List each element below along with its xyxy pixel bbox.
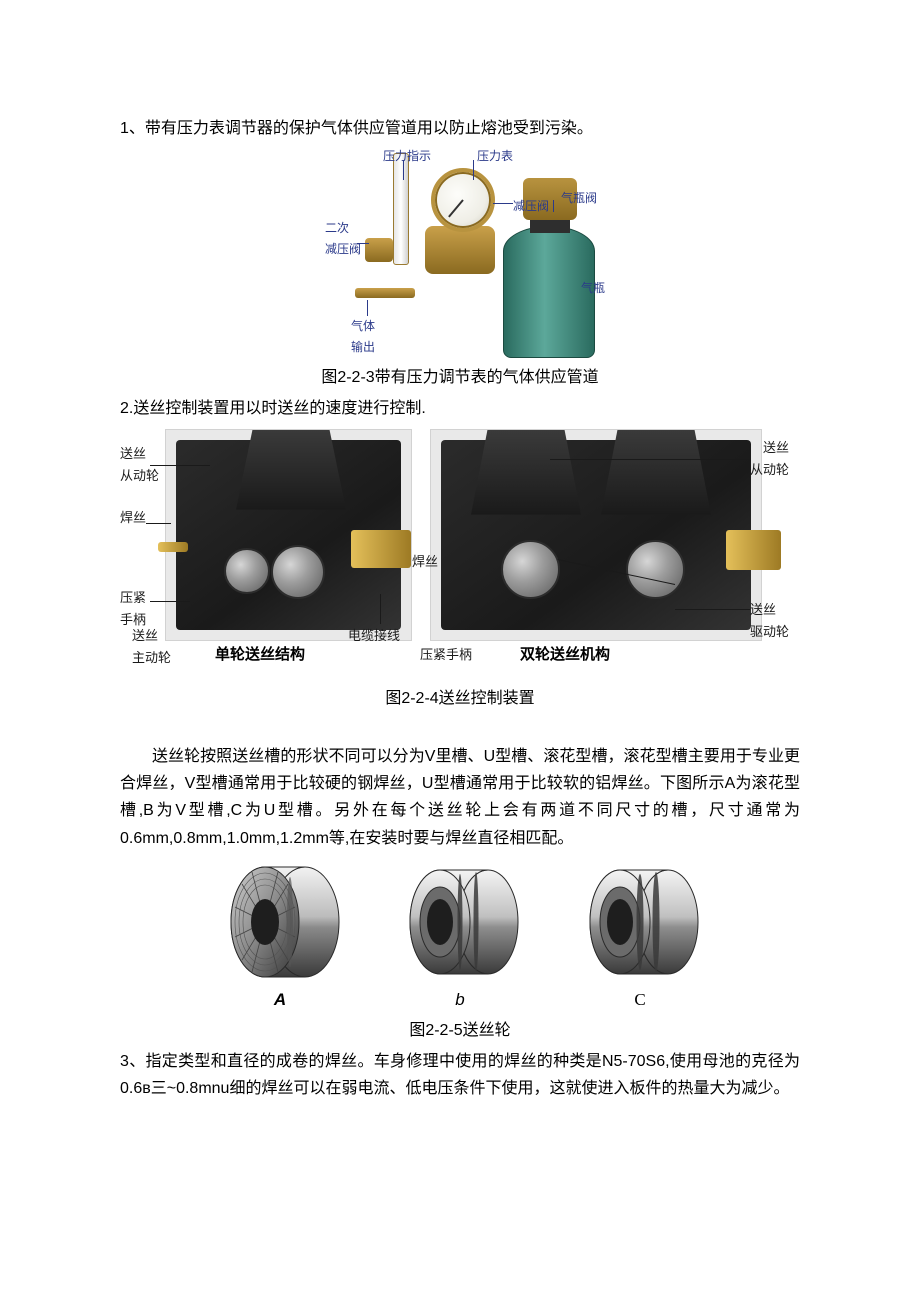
roller-c: C <box>570 862 710 1015</box>
label-pressure-gauge: 压力表 <box>477 146 513 166</box>
label-driven-wheel-right: 送丝 从动轮 <box>750 437 789 481</box>
label-gas-output: 气体 输出 <box>351 316 375 357</box>
label-drive-wheel-left: 送丝 主动轮 <box>132 625 171 669</box>
lead-line <box>680 459 750 460</box>
label-cable: 电缆接线 <box>348 625 400 647</box>
roller-b-label: b <box>390 986 530 1015</box>
lead-line <box>493 203 513 204</box>
label-cylinder-valve: 气瓶阀 <box>561 188 597 208</box>
lead-line <box>150 465 210 466</box>
lead-line <box>367 300 368 316</box>
lead-line <box>553 200 554 212</box>
roller-a-icon <box>210 862 350 982</box>
paragraph-3: 送丝轮按照送丝槽的形状不同可以分为V里槽、U型槽、滚花型槽，滚花型槽主要用于专业… <box>120 743 800 852</box>
paragraph-4: 3、指定类型和直径的成卷的焊丝。车身修理中使用的焊丝的种类是N5-70S6,使用… <box>120 1048 800 1102</box>
lead-line <box>146 523 171 524</box>
label-reducing-valve: 减压阀 <box>513 196 549 216</box>
single-wheel-feeder <box>165 429 412 641</box>
pressure-gauge-part <box>431 168 495 232</box>
gas-regulator-illustration: 压力指示 压力表 减压阀 气瓶阀 二次 减压阀 气瓶 气体 输出 <box>305 148 615 358</box>
lead-line <box>675 609 750 610</box>
lead-line <box>357 243 369 244</box>
lead-line <box>403 160 404 180</box>
wire-inlet <box>158 542 188 552</box>
press-lever-1 <box>471 430 581 515</box>
roller-2 <box>626 540 685 599</box>
wire-feeder-illustration: 送丝 从动轮 焊丝 压紧 手柄 送丝 主动轮 电缆接线 送丝 从动轮 焊丝 送丝… <box>120 429 800 679</box>
figure-2-2-5-caption: 图2-2-5送丝轮 <box>120 1017 800 1044</box>
flow-tube <box>393 153 409 265</box>
label-press-handle-right: 压紧手柄 <box>420 644 472 666</box>
press-lever-2 <box>601 430 711 515</box>
lead-line <box>473 160 474 180</box>
brass-guide <box>351 530 411 568</box>
label-wire-left: 焊丝 <box>120 507 146 529</box>
label-pressure-indicator: 压力指示 <box>383 146 431 166</box>
lead-line <box>380 594 381 624</box>
press-lever <box>236 430 346 510</box>
roller-c-icon <box>570 862 710 982</box>
motor-hub <box>224 548 270 594</box>
paragraph-1: 1、带有压力表调节器的保护气体供应管道用以防止熔池受到污染。 <box>120 115 800 142</box>
figure-2-2-3-caption: 图2-2-3带有压力调节表的气体供应管道 <box>120 364 800 391</box>
regulator-body <box>425 226 495 274</box>
roller-a: A <box>210 862 350 1015</box>
sub-caption-single: 单轮送丝结构 <box>215 643 305 669</box>
figure-2-2-3: 压力指示 压力表 减压阀 气瓶阀 二次 减压阀 气瓶 气体 输出 <box>120 148 800 358</box>
figure-2-2-5: A b <box>120 862 800 1015</box>
label-drive-wheel-right: 送丝 驱动轮 <box>750 599 789 643</box>
roller-1 <box>501 540 560 599</box>
roller-c-label: C <box>570 986 710 1015</box>
document-page: 1、带有压力表调节器的保护气体供应管道用以防止熔池受到污染。 压力指示 压力表 … <box>0 0 920 1166</box>
lead-line <box>150 601 190 602</box>
sub-caption-dual: 双轮送丝机构 <box>520 643 610 669</box>
paragraph-2: 2.送丝控制装置用以时送丝的速度进行控制. <box>120 395 800 422</box>
roller-a-label: A <box>210 986 350 1015</box>
label-cylinder: 气瓶 <box>581 278 605 298</box>
label-secondary-valve: 二次 减压阀 <box>325 218 361 259</box>
roller-b: b <box>390 862 530 1015</box>
figure-2-2-4: 送丝 从动轮 焊丝 压紧 手柄 送丝 主动轮 电缆接线 送丝 从动轮 焊丝 送丝… <box>120 429 800 679</box>
label-wire-right: 焊丝 <box>412 551 438 573</box>
roller-b-icon <box>390 862 530 982</box>
drive-roller <box>271 545 325 599</box>
output-pipe <box>355 288 415 298</box>
lead-line <box>550 459 680 460</box>
secondary-valve-part <box>365 238 393 262</box>
figure-2-2-4-caption: 图2-2-4送丝控制装置 <box>120 685 800 712</box>
brass-outlet <box>726 530 781 570</box>
